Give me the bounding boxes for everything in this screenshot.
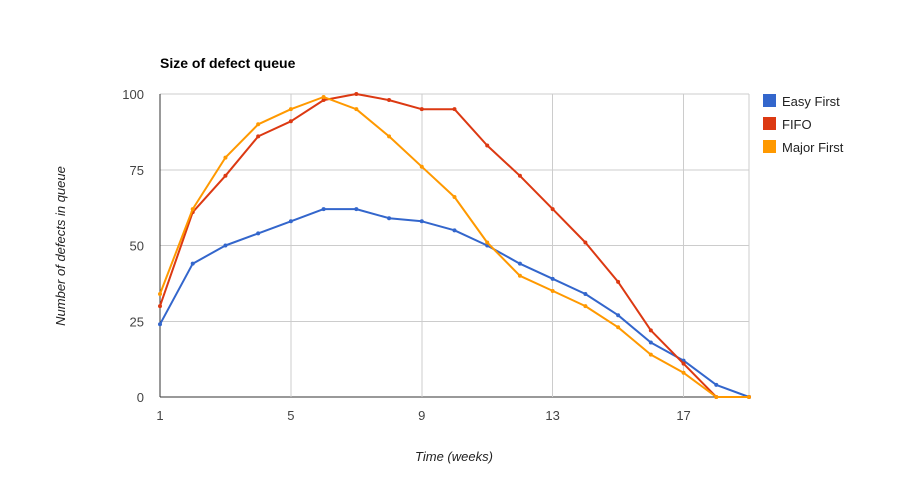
data-point [354, 107, 359, 112]
data-point [158, 322, 162, 327]
data-point [583, 240, 588, 245]
legend-item: Easy First [763, 94, 840, 109]
data-point [223, 155, 228, 160]
data-point [190, 261, 195, 266]
legend: Easy First FIFO Major First [763, 94, 844, 155]
data-point [616, 313, 621, 318]
data-point [354, 207, 359, 212]
x-tick-label: 9 [418, 408, 425, 423]
series-lines [158, 92, 751, 399]
y-tick-label: 100 [122, 87, 144, 102]
data-point [517, 173, 522, 178]
data-point [747, 395, 751, 399]
data-point [190, 207, 195, 212]
tick-labels: 0 25 50 75 100 1 5 9 13 17 [122, 87, 690, 423]
data-point [714, 395, 719, 399]
x-tick-label: 13 [545, 408, 559, 423]
data-point [223, 173, 228, 178]
data-point [452, 107, 457, 112]
y-tick-label: 75 [130, 163, 144, 178]
data-point [648, 352, 653, 357]
data-point [158, 291, 162, 296]
data-point [387, 134, 392, 139]
data-point [354, 92, 359, 96]
data-point [583, 291, 588, 296]
data-point [223, 243, 228, 248]
data-point [321, 207, 326, 212]
data-point [288, 119, 293, 124]
legend-swatch [763, 117, 776, 130]
x-tick-label: 1 [156, 408, 163, 423]
data-point [681, 370, 686, 375]
x-tick-label: 5 [287, 408, 294, 423]
data-point [256, 231, 261, 236]
data-point [485, 143, 490, 148]
data-point [681, 361, 686, 366]
legend-swatch [763, 94, 776, 107]
data-point [419, 219, 424, 224]
y-axis-title: Number of defects in queue [53, 166, 68, 326]
data-point [452, 195, 457, 200]
y-tick-label: 25 [130, 314, 144, 329]
x-tick-label: 17 [676, 408, 690, 423]
data-point [550, 276, 555, 281]
data-point [517, 261, 522, 266]
data-point [550, 288, 555, 293]
data-point [387, 98, 392, 103]
data-point [387, 216, 392, 221]
legend-swatch [763, 140, 776, 153]
series-major-first [158, 95, 751, 399]
data-point [419, 164, 424, 169]
y-tick-label: 50 [130, 239, 144, 254]
data-point [550, 207, 555, 212]
series-line [159, 208, 750, 398]
data-point [321, 95, 326, 100]
legend-label: Easy First [782, 94, 840, 109]
grid [159, 93, 750, 398]
series-easy-first [158, 207, 751, 399]
legend-item: FIFO [763, 117, 812, 132]
data-point [288, 107, 293, 112]
data-point [485, 240, 490, 245]
series-line [159, 96, 749, 398]
data-point [158, 304, 162, 309]
legend-label: Major First [782, 140, 844, 155]
chart-title: Size of defect queue [160, 55, 296, 71]
data-point [419, 107, 424, 112]
legend-item: Major First [763, 140, 844, 155]
data-point [648, 340, 653, 345]
data-point [714, 382, 719, 387]
data-point [256, 134, 261, 139]
y-tick-label: 0 [137, 390, 144, 405]
x-axis-title: Time (weeks) [415, 449, 493, 464]
data-point [517, 273, 522, 278]
data-point [616, 279, 621, 284]
data-point [321, 98, 326, 103]
data-point [256, 122, 261, 127]
data-point [452, 228, 457, 233]
data-point [288, 219, 293, 224]
data-point [648, 328, 653, 333]
data-point [583, 304, 588, 309]
data-point [616, 325, 621, 330]
legend-label: FIFO [782, 117, 812, 132]
